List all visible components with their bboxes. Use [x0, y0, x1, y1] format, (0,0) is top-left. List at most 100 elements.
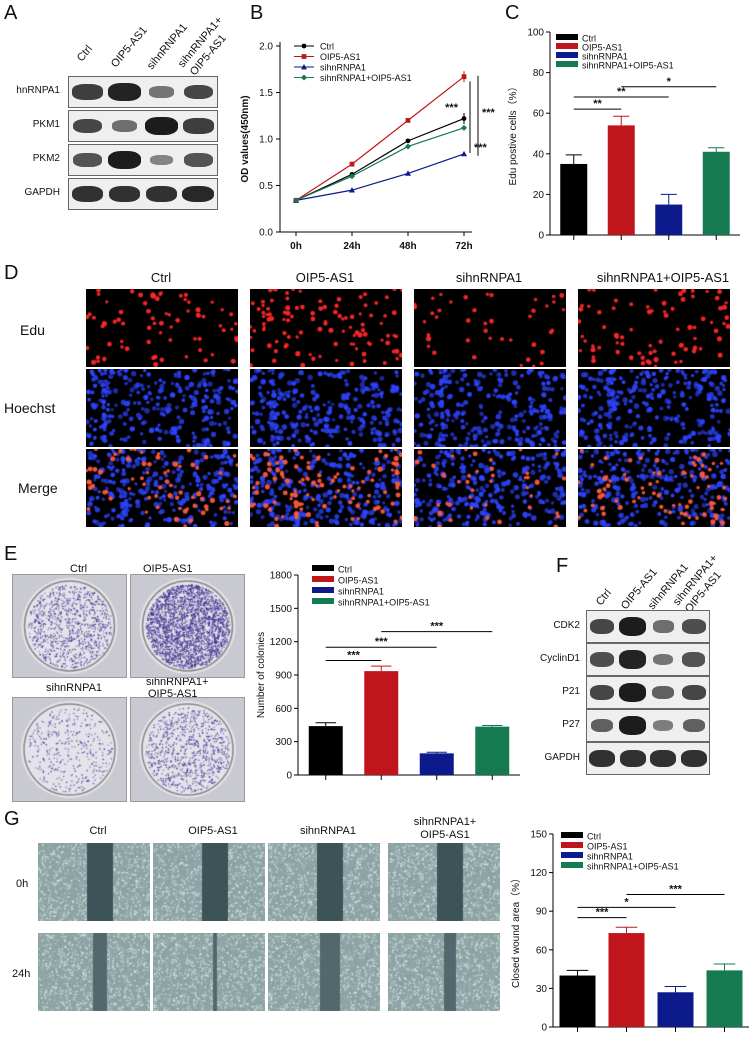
- e-y-tick-label: 1200: [270, 637, 293, 648]
- panel-letter-a: A: [4, 2, 18, 24]
- g-y-tick-label: 30: [536, 984, 548, 995]
- b-data-point: [349, 187, 355, 193]
- b-series-line: [295, 117, 465, 201]
- c-legend-label: OIP5-AS1: [582, 43, 623, 53]
- d-micrograph-hoechst: [414, 369, 566, 447]
- b-legend-marker: [301, 74, 307, 81]
- b-legend-marker: [301, 64, 307, 70]
- e-colony-dish: [12, 574, 127, 678]
- d-micrograph-hoechst: [578, 369, 730, 447]
- e-dish-label-oip5: OIP5-AS1: [143, 563, 193, 575]
- b-x-tick-label: 72h: [455, 241, 472, 252]
- b-y-tick-label: 2.0: [259, 42, 273, 53]
- b-data-point: [405, 170, 411, 176]
- d-micrograph-merge: [250, 449, 402, 527]
- e-legend-swatch: [312, 576, 334, 582]
- c-y-tick-label: 40: [533, 149, 545, 160]
- f-band: [590, 652, 615, 667]
- d-micrograph-edu: [578, 289, 730, 367]
- e-legend-swatch: [312, 565, 334, 571]
- a-band: [149, 154, 174, 166]
- a-row-label: hnRNPA1: [16, 85, 60, 96]
- e-legend-label: OIP5-AS1: [338, 576, 379, 586]
- g-wound-image: [153, 843, 265, 921]
- d-micrograph-edu: [86, 289, 238, 367]
- f-lane-label-ctrl: Ctrl: [593, 587, 614, 608]
- f-band: [682, 652, 706, 667]
- g-bar: [559, 975, 596, 1027]
- g-wound-image: [38, 843, 150, 921]
- b-y-tick-label: 0.0: [259, 228, 273, 239]
- c-legend-swatch: [556, 52, 578, 58]
- g-legend-swatch: [561, 852, 583, 858]
- a-row-label: PKM2: [32, 153, 60, 164]
- a-blot-strip: [68, 110, 218, 142]
- c-bar: [702, 151, 730, 235]
- e-y-tick-label: 300: [275, 737, 292, 748]
- b-legend-marker: [301, 54, 307, 59]
- b-sig-label: ***: [482, 107, 496, 119]
- e-bar: [475, 726, 510, 775]
- a-band: [108, 83, 141, 101]
- a-band: [183, 118, 214, 134]
- e-bar: [364, 671, 399, 775]
- g-y-tick-label: 120: [530, 868, 547, 879]
- e-colony-dish: [130, 697, 245, 802]
- b-x-tick-label: 0h: [290, 241, 302, 252]
- c-sig-label: *: [667, 76, 672, 88]
- b-x-tick-label: 24h: [343, 241, 360, 252]
- e-bar: [419, 753, 454, 775]
- f-blot-strip: [586, 643, 710, 676]
- c-legend-label: sihnRNPA1: [582, 52, 628, 62]
- b-data-point: [461, 116, 467, 121]
- b-series-line: [295, 127, 465, 201]
- c-bar: [560, 163, 588, 235]
- a-band: [182, 185, 215, 203]
- panel-e-bar-chart: 0 300 600 900 1200 1500 1800 Number of colonies…: [256, 565, 520, 782]
- b-data-point: [349, 173, 355, 180]
- d-col-header-oip5: OIP5-AS1: [295, 270, 355, 285]
- c-legend-label: Ctrl: [582, 34, 596, 44]
- a-band: [72, 118, 103, 134]
- g-col-header-combo-1: sihnRNPA1+: [413, 816, 477, 828]
- e-y-tick-label: 600: [275, 704, 292, 715]
- f-band: [591, 718, 614, 733]
- d-row-label-hoechst: Hoechst: [4, 400, 56, 416]
- d-micrograph-merge: [86, 449, 238, 527]
- b-y-tick-label: 1.5: [259, 88, 273, 99]
- b-data-point: [405, 143, 411, 150]
- f-band: [652, 685, 675, 700]
- g-bar: [706, 970, 743, 1027]
- f-band: [619, 683, 647, 702]
- b-data-point: [405, 118, 411, 123]
- f-band: [650, 750, 677, 767]
- e-y-axis-label: Number of colonies: [256, 632, 267, 718]
- c-y-tick-label: 100: [527, 28, 544, 39]
- e-dish-label-combo-1: sihnRNPA1+: [146, 676, 209, 688]
- b-series-line: [295, 153, 465, 201]
- c-sig-label: **: [593, 98, 602, 110]
- g-legend-swatch: [561, 862, 583, 868]
- b-y-tick-label: 0.5: [259, 181, 273, 192]
- c-y-axis-label: Edu postive cells（%）: [507, 82, 519, 186]
- e-legend-label: sihnRNPA1+OIP5-AS1: [338, 598, 430, 608]
- c-legend-swatch: [556, 61, 578, 67]
- g-y-axis-label: Closed wound area（%）: [510, 873, 522, 988]
- f-band: [590, 618, 615, 635]
- g-sig-label: ***: [669, 883, 683, 895]
- b-sig-label: ***: [445, 102, 459, 114]
- b-series-line: [295, 76, 465, 201]
- f-band: [653, 719, 674, 731]
- f-row-label: CyclinD1: [539, 652, 580, 664]
- g-col-header-oip5: OIP5-AS1: [188, 825, 238, 837]
- a-row-label: GAPDH: [24, 187, 60, 198]
- c-legend-swatch: [556, 34, 578, 40]
- f-band: [681, 619, 706, 634]
- b-legend-label: OIP5-AS1: [320, 52, 361, 62]
- b-x-tick-label: 48h: [399, 241, 416, 252]
- f-band: [682, 718, 705, 733]
- e-bar: [308, 726, 343, 775]
- lane-label-oip5: OIP5-AS1: [108, 24, 150, 70]
- e-y-tick-label: 900: [275, 671, 292, 682]
